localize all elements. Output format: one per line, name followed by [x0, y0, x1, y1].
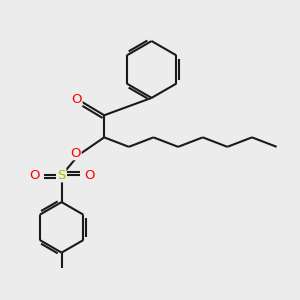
Text: O: O — [70, 147, 81, 160]
Text: O: O — [71, 93, 82, 106]
Text: O: O — [29, 169, 39, 182]
Text: S: S — [57, 169, 66, 182]
Text: O: O — [84, 169, 94, 182]
